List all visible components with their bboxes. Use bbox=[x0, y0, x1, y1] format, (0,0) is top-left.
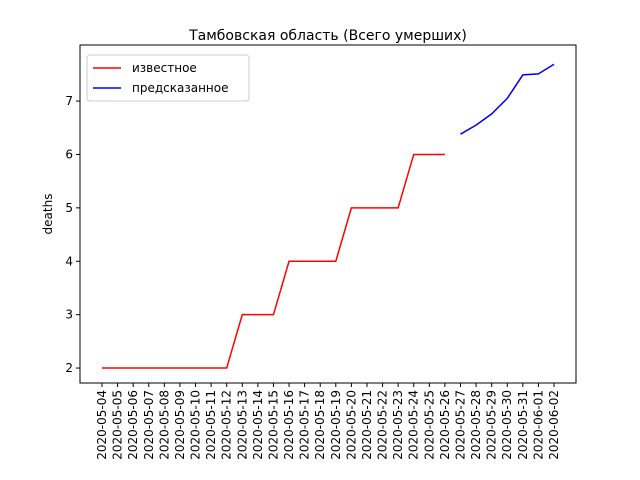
series-line bbox=[102, 153, 445, 369]
x-tick-label: 2020-05-16 bbox=[282, 390, 296, 460]
x-tick-label: 2020-05-22 bbox=[376, 390, 390, 460]
series-line bbox=[460, 63, 555, 135]
x-tick-label: 2020-05-08 bbox=[157, 390, 171, 460]
x-tick-label: 2020-06-02 bbox=[547, 390, 561, 460]
y-tick-label: 2 bbox=[65, 361, 73, 375]
x-tick-label: 2020-05-07 bbox=[142, 390, 156, 460]
x-tick-label: 2020-05-25 bbox=[422, 390, 436, 460]
x-tick-label: 2020-05-12 bbox=[220, 390, 234, 460]
y-tick-label: 3 bbox=[65, 308, 73, 322]
chart-title: Тамбовская область (Всего умерших) bbox=[188, 28, 467, 44]
legend-label: предсказанное bbox=[132, 81, 229, 95]
x-tick-label: 2020-05-05 bbox=[111, 390, 125, 460]
y-tick-label: 4 bbox=[65, 254, 73, 268]
x-tick-label: 2020-05-20 bbox=[344, 390, 358, 460]
y-tick-label: 6 bbox=[65, 147, 73, 161]
plot-frame bbox=[79, 44, 577, 384]
x-tick-label: 2020-05-30 bbox=[500, 390, 514, 460]
legend: известное предсказанное bbox=[86, 54, 250, 102]
x-tick-label: 2020-06-01 bbox=[531, 390, 545, 460]
x-tick-label: 2020-05-15 bbox=[266, 390, 280, 460]
x-tick-label: 2020-05-28 bbox=[469, 390, 483, 460]
x-tick-label: 2020-05-18 bbox=[313, 390, 327, 460]
legend-label: известное bbox=[132, 61, 197, 75]
x-tick-label: 2020-05-26 bbox=[438, 390, 452, 460]
x-tick-label: 2020-05-27 bbox=[453, 390, 467, 460]
y-tick-label: 7 bbox=[65, 94, 73, 108]
x-tick-label: 2020-05-06 bbox=[126, 390, 140, 460]
legend-box bbox=[86, 54, 250, 102]
x-tick-label: 2020-05-24 bbox=[407, 390, 421, 460]
y-tick-label: 5 bbox=[65, 201, 73, 215]
x-tick-label: 2020-05-29 bbox=[485, 390, 499, 460]
x-tick-label: 2020-05-11 bbox=[204, 390, 218, 460]
x-tick-label: 2020-05-09 bbox=[173, 390, 187, 460]
y-axis-label: deaths bbox=[41, 194, 55, 235]
x-tick-label: 2020-05-13 bbox=[235, 390, 249, 460]
x-tick-label: 2020-05-19 bbox=[329, 390, 343, 460]
x-tick-label: 2020-05-17 bbox=[298, 390, 312, 460]
x-tick-label: 2020-05-14 bbox=[251, 390, 265, 460]
x-tick-label: 2020-05-31 bbox=[516, 390, 530, 460]
x-tick-label: 2020-05-23 bbox=[391, 390, 405, 460]
x-tick-label: 2020-05-21 bbox=[360, 390, 374, 460]
x-tick-label: 2020-05-10 bbox=[189, 390, 203, 460]
x-tick-label: 2020-05-04 bbox=[95, 390, 109, 460]
